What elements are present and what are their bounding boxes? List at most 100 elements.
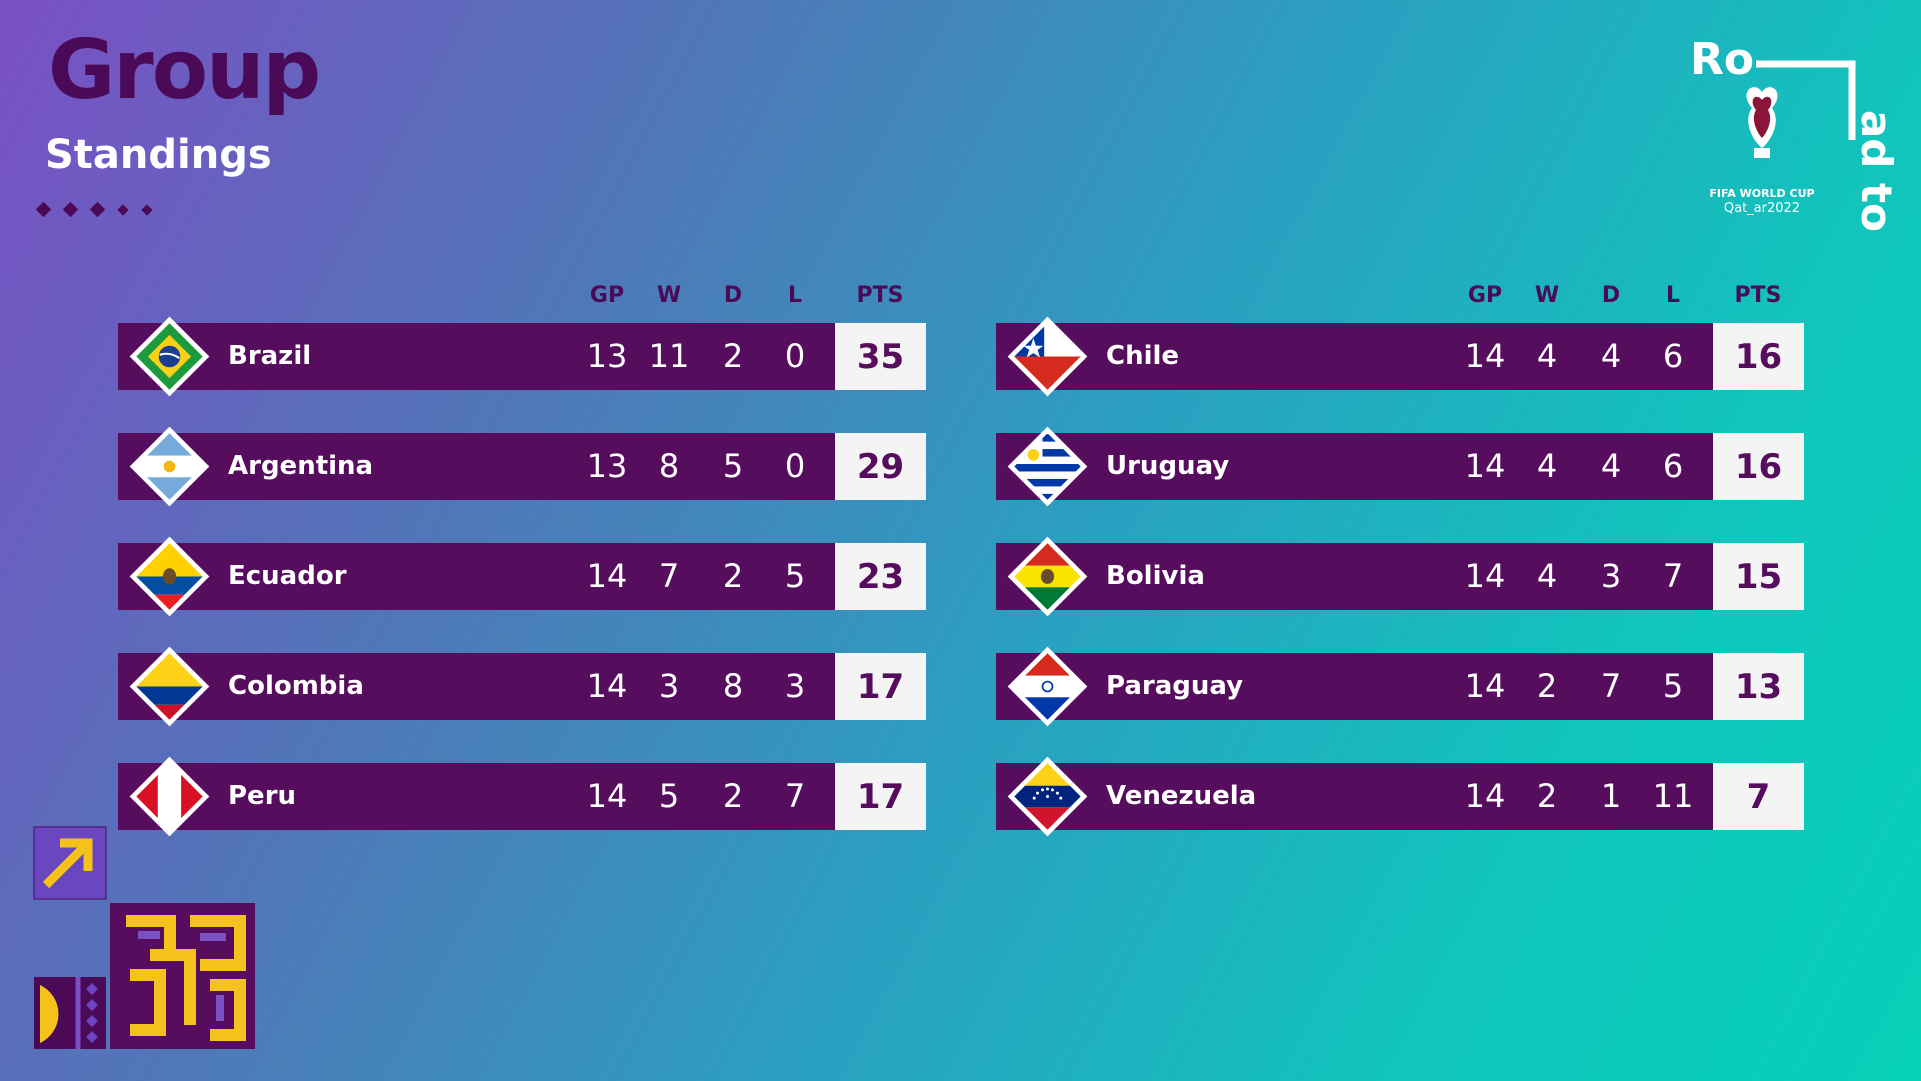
col-header-l: L bbox=[787, 283, 803, 308]
col-header-d: D bbox=[1601, 283, 1621, 308]
venezuela-flag-icon bbox=[1007, 756, 1088, 837]
col-header-l: L bbox=[1665, 283, 1681, 308]
decorative-dots bbox=[35, 201, 153, 218]
l-value: 6 bbox=[1662, 447, 1684, 485]
pts-value: 23 bbox=[835, 543, 926, 610]
team-name: Venezuela bbox=[1106, 781, 1257, 811]
chile-flag-icon bbox=[1007, 316, 1088, 397]
logo-brand-line2: Qat_ar2022 bbox=[1724, 201, 1800, 216]
pts-value: 17 bbox=[835, 653, 926, 720]
d-value: 3 bbox=[1600, 557, 1622, 595]
team-name: Colombia bbox=[228, 671, 364, 701]
gp-value: 14 bbox=[1464, 667, 1506, 705]
pts-value: 13 bbox=[1713, 653, 1804, 720]
col-header-gp: GP bbox=[1467, 283, 1503, 308]
pts-value: 35 bbox=[835, 323, 926, 390]
row-bar bbox=[118, 543, 835, 610]
team-name: Chile bbox=[1106, 341, 1180, 371]
row-bar bbox=[996, 763, 1713, 830]
col-header-w: W bbox=[1534, 283, 1560, 308]
dot bbox=[62, 201, 79, 218]
d-value: 7 bbox=[1600, 667, 1622, 705]
d-value: 2 bbox=[722, 777, 744, 815]
decorative-pattern bbox=[33, 826, 255, 1049]
pts-value: 16 bbox=[1713, 433, 1804, 500]
l-value: 11 bbox=[1652, 777, 1694, 815]
logo-word-side: ad to bbox=[1852, 110, 1900, 232]
pts-value: 16 bbox=[1713, 323, 1804, 390]
ecuador-flag-icon bbox=[129, 536, 210, 617]
w-value: 5 bbox=[658, 777, 680, 815]
w-value: 2 bbox=[1536, 777, 1558, 815]
d-value: 1 bbox=[1600, 777, 1622, 815]
row-bar bbox=[118, 433, 835, 500]
bolivia-flag-icon bbox=[1007, 536, 1088, 617]
pts-value: 17 bbox=[835, 763, 926, 830]
col-header-d: D bbox=[723, 283, 743, 308]
w-value: 3 bbox=[658, 667, 680, 705]
team-name: Uruguay bbox=[1106, 451, 1230, 481]
paraguay-flag-icon bbox=[1007, 646, 1088, 727]
l-value: 3 bbox=[784, 667, 806, 705]
l-value: 5 bbox=[784, 557, 806, 595]
gp-value: 13 bbox=[586, 447, 628, 485]
col-header-pts: PTS bbox=[856, 283, 904, 308]
row-bar bbox=[996, 323, 1713, 390]
d-value: 5 bbox=[722, 447, 744, 485]
gp-value: 14 bbox=[586, 777, 628, 815]
w-value: 7 bbox=[658, 557, 680, 595]
gp-value: 14 bbox=[586, 667, 628, 705]
team-name: Brazil bbox=[228, 341, 312, 371]
dot bbox=[35, 201, 52, 218]
l-value: 5 bbox=[1662, 667, 1684, 705]
argentina-flag-icon bbox=[129, 426, 210, 507]
l-value: 7 bbox=[784, 777, 806, 815]
road-to-qatar-logo: Ro ad to FIFA WORLD CUP Qat_ar2022 bbox=[1690, 34, 1900, 232]
page-title: Group bbox=[48, 23, 321, 118]
w-value: 4 bbox=[1536, 557, 1558, 595]
row-bar bbox=[118, 653, 835, 720]
team-name: Paraguay bbox=[1106, 671, 1244, 701]
d-value: 2 bbox=[722, 557, 744, 595]
l-value: 7 bbox=[1662, 557, 1684, 595]
logo-word-top: Ro bbox=[1690, 34, 1754, 85]
team-name: Ecuador bbox=[228, 561, 347, 591]
w-value: 8 bbox=[658, 447, 680, 485]
w-value: 4 bbox=[1536, 447, 1558, 485]
row-bar bbox=[996, 653, 1713, 720]
brazil-flag-icon bbox=[129, 316, 210, 397]
colombia-flag-icon bbox=[129, 646, 210, 727]
col-header-w: W bbox=[656, 283, 682, 308]
dot bbox=[141, 204, 153, 216]
page-subtitle: Standings bbox=[45, 132, 272, 178]
col-header-pts: PTS bbox=[1734, 283, 1782, 308]
dot bbox=[89, 201, 106, 218]
l-value: 0 bbox=[784, 447, 806, 485]
gp-value: 14 bbox=[586, 557, 628, 595]
trophy-icon bbox=[1746, 87, 1778, 158]
w-value: 11 bbox=[648, 337, 690, 375]
row-bar bbox=[996, 543, 1713, 610]
l-value: 0 bbox=[784, 337, 806, 375]
logo-brand-line1: FIFA WORLD CUP bbox=[1709, 187, 1814, 200]
d-value: 8 bbox=[722, 667, 744, 705]
gp-value: 14 bbox=[1464, 337, 1506, 375]
pts-value: 29 bbox=[835, 433, 926, 500]
d-value: 4 bbox=[1600, 337, 1622, 375]
gp-value: 14 bbox=[1464, 447, 1506, 485]
peru-flag-icon bbox=[129, 756, 210, 837]
l-value: 6 bbox=[1662, 337, 1684, 375]
w-value: 4 bbox=[1536, 337, 1558, 375]
d-value: 4 bbox=[1600, 447, 1622, 485]
row-bar bbox=[118, 763, 835, 830]
team-name: Bolivia bbox=[1106, 561, 1205, 591]
gp-value: 13 bbox=[586, 337, 628, 375]
d-value: 2 bbox=[722, 337, 744, 375]
pts-value: 7 bbox=[1713, 763, 1804, 830]
col-header-gp: GP bbox=[589, 283, 625, 308]
row-bar bbox=[118, 323, 835, 390]
pts-value: 15 bbox=[1713, 543, 1804, 610]
team-name: Peru bbox=[228, 781, 297, 811]
w-value: 2 bbox=[1536, 667, 1558, 705]
gp-value: 14 bbox=[1464, 777, 1506, 815]
